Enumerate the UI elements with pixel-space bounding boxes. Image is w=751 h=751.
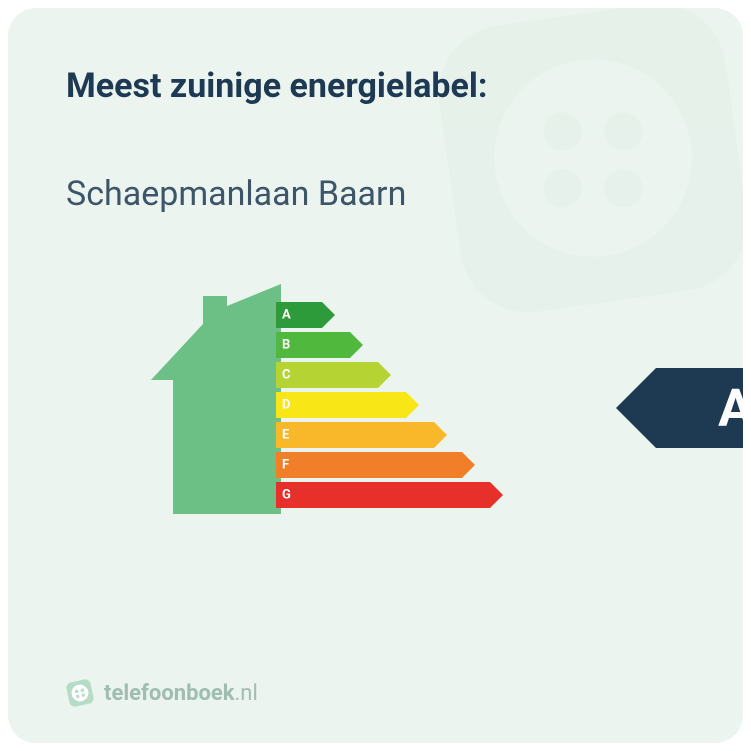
bar-label: B bbox=[282, 338, 290, 353]
bar-arrow bbox=[350, 332, 363, 358]
energy-bar-f: F bbox=[276, 452, 490, 478]
bar-shape: E bbox=[276, 422, 434, 448]
card-subtitle: Schaepmanlaan Baarn bbox=[66, 174, 685, 214]
bar-shape: D bbox=[276, 392, 406, 418]
energy-bar-e: E bbox=[276, 422, 490, 448]
bar-label: G bbox=[282, 488, 291, 503]
bar-shape: A bbox=[276, 302, 322, 328]
bar-arrow bbox=[406, 392, 419, 418]
bar-shape: F bbox=[276, 452, 462, 478]
energy-bar-d: D bbox=[276, 392, 490, 418]
bar-label: E bbox=[282, 428, 289, 443]
bar-arrow bbox=[462, 452, 475, 478]
bar-shape: B bbox=[276, 332, 350, 358]
bar-arrow bbox=[322, 302, 335, 328]
bar-shape: G bbox=[276, 482, 490, 508]
bar-arrow bbox=[434, 422, 447, 448]
badge-arrow bbox=[616, 368, 656, 448]
energy-bar-g: G bbox=[276, 482, 490, 508]
bar-label: C bbox=[282, 368, 291, 383]
energy-bar-c: C bbox=[276, 362, 490, 388]
bar-label: A bbox=[282, 308, 291, 323]
rating-badge: A bbox=[656, 368, 743, 448]
energy-bar-a: A bbox=[276, 302, 490, 328]
rating-letter: A bbox=[718, 378, 743, 439]
bar-shape: C bbox=[276, 362, 378, 388]
bar-arrow bbox=[378, 362, 391, 388]
bar-arrow bbox=[490, 482, 503, 508]
info-card: Meest zuinige energielabel: Schaepmanlaa… bbox=[8, 8, 743, 743]
energy-bar-b: B bbox=[276, 332, 490, 358]
energy-chart: ABCDEFG bbox=[66, 294, 685, 508]
card-title: Meest zuinige energielabel: bbox=[66, 66, 685, 106]
bar-label: F bbox=[282, 458, 289, 473]
energy-bars: ABCDEFG bbox=[276, 302, 490, 508]
bar-label: D bbox=[282, 398, 290, 413]
